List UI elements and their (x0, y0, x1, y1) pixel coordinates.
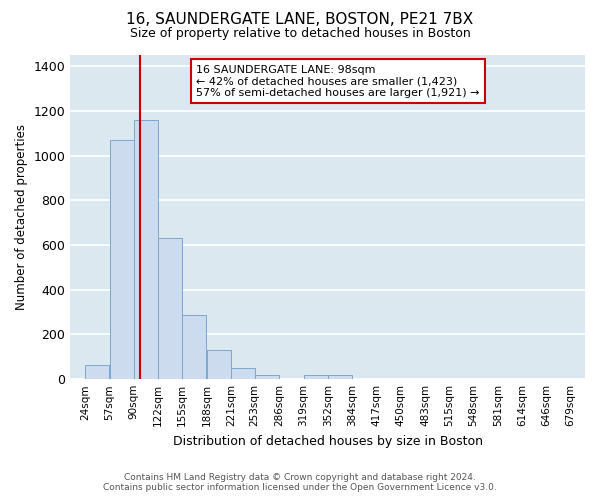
Bar (304, 375, 328, 379)
Bar (207, 350, 230, 379)
Bar (328, 375, 352, 379)
Bar (134, 120, 158, 379)
Bar (231, 368, 255, 379)
Bar (158, 238, 182, 379)
Bar (85, 364, 109, 379)
X-axis label: Distribution of detached houses by size in Boston: Distribution of detached houses by size … (173, 434, 482, 448)
Bar (255, 374, 279, 379)
Text: Size of property relative to detached houses in Boston: Size of property relative to detached ho… (130, 28, 470, 40)
Text: 16, SAUNDERGATE LANE, BOSTON, PE21 7BX: 16, SAUNDERGATE LANE, BOSTON, PE21 7BX (127, 12, 473, 28)
Bar (110, 140, 134, 379)
Text: 16 SAUNDERGATE LANE: 98sqm
← 42% of detached houses are smaller (1,423)
57% of s: 16 SAUNDERGATE LANE: 98sqm ← 42% of deta… (196, 64, 480, 98)
Bar (182, 316, 206, 379)
Text: Contains HM Land Registry data © Crown copyright and database right 2024.
Contai: Contains HM Land Registry data © Crown c… (103, 473, 497, 492)
Y-axis label: Number of detached properties: Number of detached properties (15, 124, 28, 310)
